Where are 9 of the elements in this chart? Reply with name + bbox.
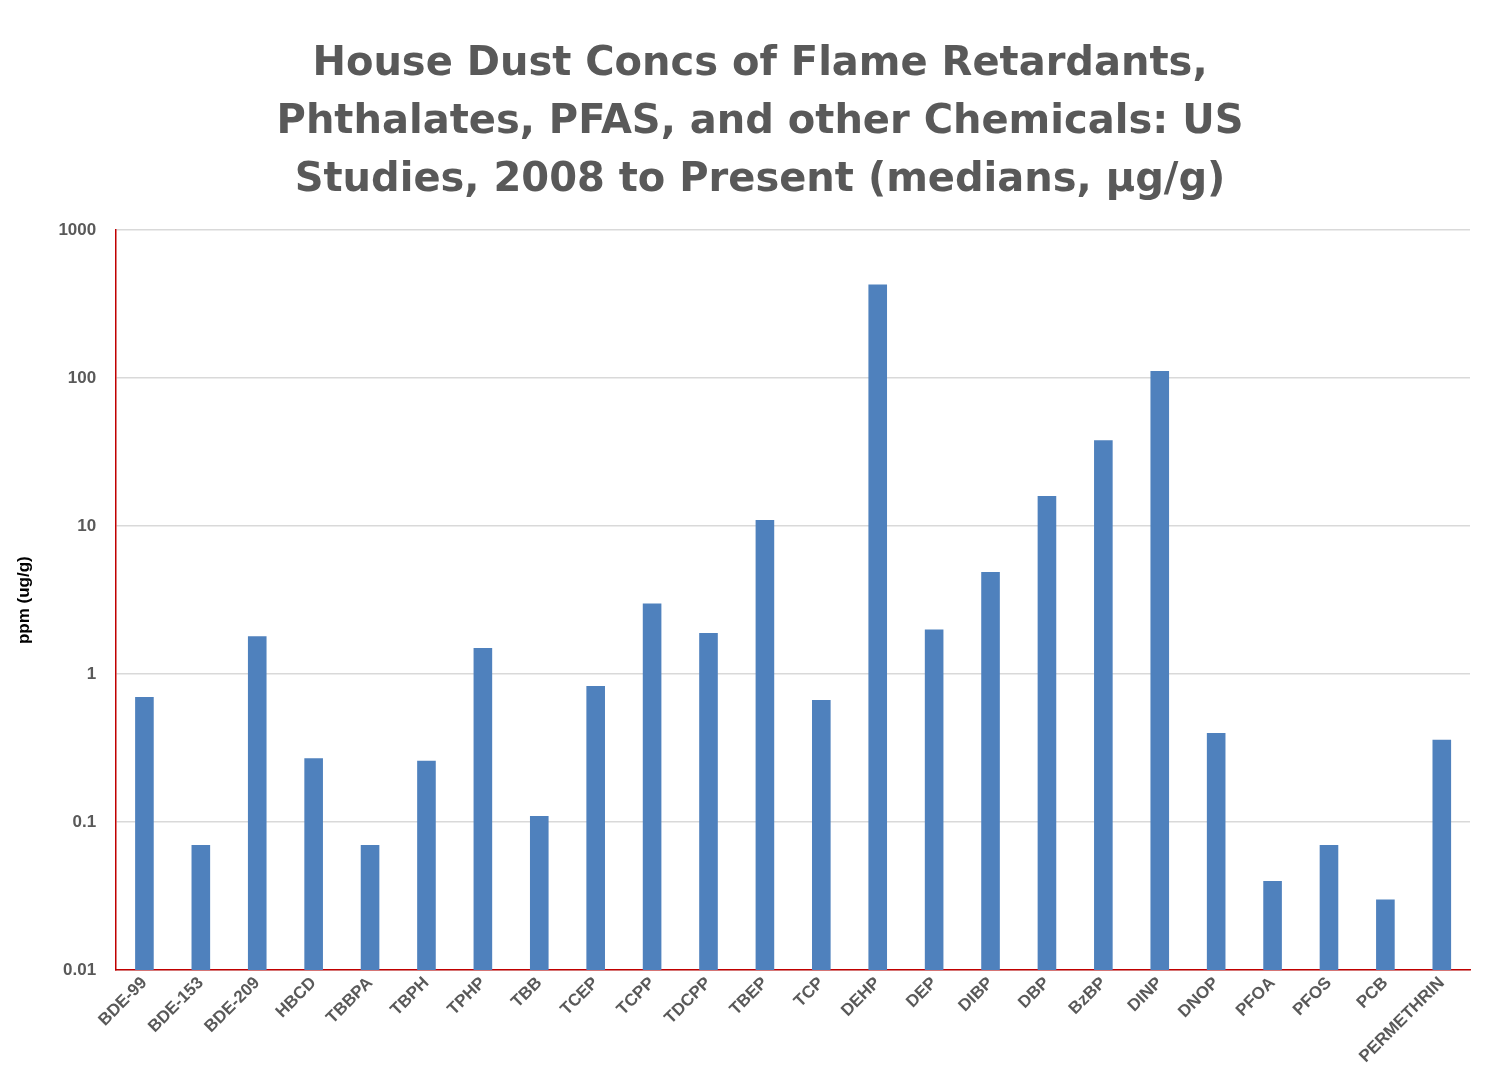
- y-tick-label: 0.1: [72, 811, 97, 831]
- y-tick-label: 1: [86, 663, 97, 683]
- y-tick-label: 1000: [58, 219, 97, 239]
- y-tick-label: 100: [67, 367, 97, 387]
- y-tick-label: 10: [77, 515, 97, 535]
- chart-title: House Dust Concs of Flame Retardants, Phthalates, PFAS, and other Chemicals: US Studies, 2008 to Present (medians, µg/g): [275, 37, 1245, 202]
- y-tick-label: 0.01: [63, 959, 97, 979]
- y-axis-title: ppm (ug/g): [13, 556, 33, 645]
- x-tick-label: TCP: [789, 973, 828, 1011]
